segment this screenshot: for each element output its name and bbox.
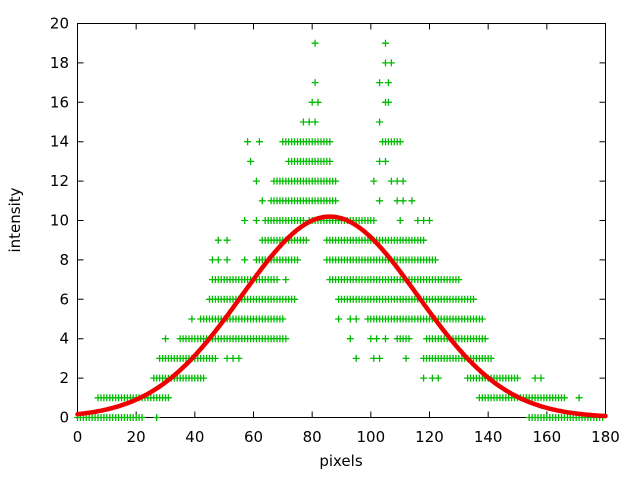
y-tick-label: 12 — [50, 172, 69, 190]
x-tick-label: 160 — [533, 428, 562, 446]
y-tick-label: 4 — [59, 330, 69, 348]
x-tick-label: 40 — [185, 428, 204, 446]
x-tick-label: 100 — [357, 428, 386, 446]
y-tick-label: 6 — [59, 290, 69, 308]
y-tick-label: 18 — [50, 54, 69, 72]
y-tick-label: 10 — [50, 212, 69, 230]
x-tick-label: 80 — [303, 428, 322, 446]
y-tick-label: 2 — [59, 369, 69, 387]
y-axis-label: intensity — [6, 187, 24, 252]
x-tick-label: 120 — [415, 428, 444, 446]
x-tick-label: 60 — [244, 428, 263, 446]
x-tick-label: 180 — [591, 428, 620, 446]
fit-curve — [75, 214, 608, 419]
y-tick-label: 14 — [50, 133, 69, 151]
y-tick-label: 20 — [50, 15, 69, 33]
x-tick-label: 140 — [474, 428, 503, 446]
x-tick-label: 20 — [127, 428, 146, 446]
x-axis-label: pixels — [319, 452, 363, 470]
y-tick-label: 8 — [59, 251, 69, 269]
x-tick-label: 0 — [73, 428, 83, 446]
plot-area: 0 20 40 60 80 100 120 140 160 180 0 2 4 6 8 10 12 14 16 18 2… — [50, 15, 620, 447]
y-tick-label: 16 — [50, 93, 69, 111]
data-points — [74, 39, 607, 421]
y-tick-label: 0 — [59, 409, 69, 427]
